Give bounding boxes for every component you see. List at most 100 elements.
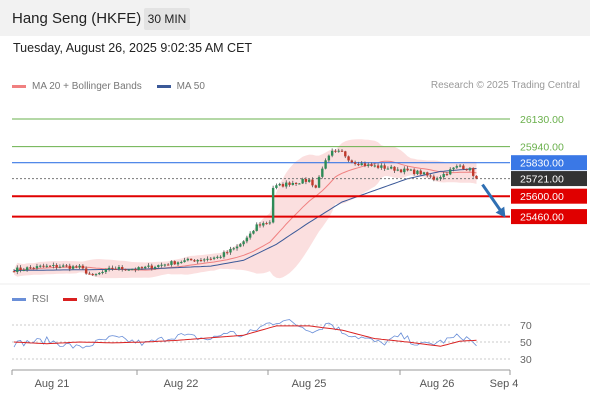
candle xyxy=(386,166,390,170)
candle xyxy=(134,267,137,273)
candle xyxy=(81,264,85,270)
rsi-series-rsi xyxy=(13,319,477,349)
candle xyxy=(353,160,357,166)
candle-body xyxy=(248,233,252,238)
candle xyxy=(153,265,157,270)
candle xyxy=(304,177,308,185)
candle-body xyxy=(107,267,111,270)
candle xyxy=(71,264,75,270)
candle xyxy=(117,265,121,271)
candle xyxy=(252,230,255,235)
candle-body xyxy=(245,237,249,242)
candle xyxy=(55,263,58,270)
candle-body xyxy=(386,168,390,170)
candle-body xyxy=(324,160,327,169)
candle xyxy=(163,263,167,268)
candle-body xyxy=(45,265,48,267)
candle-body xyxy=(186,258,190,261)
candle-body xyxy=(271,187,275,223)
candle-body xyxy=(127,269,130,271)
legend-item-9ma: 9MA xyxy=(63,294,104,305)
candle-body xyxy=(376,165,380,168)
candle-body xyxy=(55,264,58,268)
candle xyxy=(449,167,452,176)
candle-body xyxy=(432,176,436,180)
candle-body xyxy=(304,178,308,182)
candle xyxy=(206,256,209,262)
candle-body xyxy=(455,166,458,168)
candle xyxy=(68,263,71,272)
candle xyxy=(212,256,216,261)
level-tag-pivot xyxy=(511,155,587,171)
candle-body xyxy=(465,169,468,171)
candle-body xyxy=(117,267,121,270)
candle xyxy=(239,243,242,248)
candle-body xyxy=(71,266,75,269)
legend-item-rsi: RSI xyxy=(12,294,49,305)
candle-body xyxy=(114,268,117,270)
candle-body xyxy=(262,223,265,226)
projection-arrowhead xyxy=(495,206,506,218)
candle-body xyxy=(294,183,298,185)
candle xyxy=(340,149,344,152)
candle-body xyxy=(12,271,16,273)
candle-body xyxy=(147,265,150,267)
candle-body xyxy=(330,150,334,156)
candle xyxy=(196,259,199,264)
x-tick-label: Aug 25 xyxy=(292,378,327,390)
candle xyxy=(301,177,304,184)
candle-body xyxy=(232,248,235,250)
timestamp: Tuesday, August 26, 2025 9:02:35 AM CET xyxy=(13,41,253,55)
candle-body xyxy=(422,172,426,175)
candle-body xyxy=(42,265,45,267)
candle-body xyxy=(435,178,439,180)
candle-body xyxy=(62,265,65,267)
candle xyxy=(42,263,45,268)
candle xyxy=(160,262,163,268)
candle-body xyxy=(367,164,370,166)
legend-label-rsi: RSI xyxy=(32,294,49,305)
candle-body xyxy=(235,246,239,249)
candle xyxy=(268,220,272,225)
candle xyxy=(321,166,324,179)
candle xyxy=(19,265,22,273)
candle-body xyxy=(170,261,173,265)
candle xyxy=(370,162,373,167)
candle-body xyxy=(390,166,393,169)
candle xyxy=(409,168,413,171)
candle-body xyxy=(193,260,196,262)
candle-body xyxy=(84,268,88,274)
candle xyxy=(48,264,52,267)
candle-body xyxy=(229,248,232,253)
candle-body xyxy=(357,163,360,166)
candle-body xyxy=(22,269,26,271)
candle xyxy=(104,268,108,274)
candle xyxy=(468,166,472,172)
candle xyxy=(439,175,442,181)
legend-label-ma50: MA 50 xyxy=(176,81,205,92)
candle-body xyxy=(111,267,114,269)
candle xyxy=(432,174,436,182)
candle-body xyxy=(314,185,317,188)
candle-body xyxy=(199,259,203,261)
candle xyxy=(435,176,439,181)
candle-body xyxy=(344,151,347,157)
candle-body xyxy=(157,265,160,267)
candle xyxy=(327,154,331,163)
candle xyxy=(114,266,117,270)
candle-body xyxy=(19,267,22,270)
rsi-tick-label: 70 xyxy=(520,320,532,332)
candle-body xyxy=(226,252,229,254)
candle-body xyxy=(396,169,399,171)
candle xyxy=(455,164,458,169)
candle xyxy=(157,264,160,268)
candle xyxy=(294,181,298,186)
candle xyxy=(416,169,419,176)
candle xyxy=(147,263,150,269)
candle-body xyxy=(121,267,124,270)
candle xyxy=(390,164,393,170)
candle-body xyxy=(321,168,324,177)
candle xyxy=(94,273,98,277)
timeframe-button[interactable]: 30 MIN xyxy=(144,8,190,30)
candle xyxy=(98,271,101,276)
